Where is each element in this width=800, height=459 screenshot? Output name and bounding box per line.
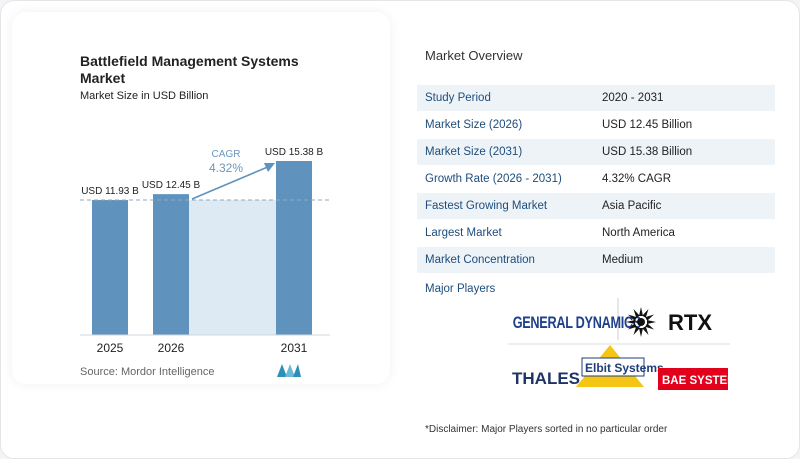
thales-logo: THALES: [512, 369, 580, 388]
general-dynamics-logo: GENERAL DYNAMICS: [513, 313, 642, 332]
cagr-arrow-head-icon: [264, 163, 275, 172]
row-label: Market Size (2026): [425, 119, 523, 131]
chart-title: Battlefield Management Systems Market: [80, 53, 299, 86]
row-label: Growth Rate (2026 - 2031): [425, 173, 562, 185]
row-label: Fastest Growing Market: [425, 200, 548, 212]
bae-systems-logo: BAE SYSTEMS: [658, 368, 730, 390]
mordor-logo-icon: [277, 364, 301, 377]
row-label: Study Period: [425, 92, 491, 104]
bar-2026: [153, 194, 189, 335]
row-label: Largest Market: [425, 227, 502, 239]
row-label: Market Size (2031): [425, 146, 523, 158]
row-value: North America: [602, 227, 675, 239]
elbit-systems-logo: Elbit Systems: [576, 345, 664, 387]
source-text: Source: Mordor Intelligence: [80, 366, 215, 378]
row-value: 2020 - 2031: [602, 92, 664, 104]
rtx-logo: RTX: [668, 310, 712, 335]
row-value: Asia Pacific: [602, 200, 662, 212]
chart-subtitle: Market Size in USD Billion: [80, 90, 209, 102]
bar-2025: [92, 200, 128, 335]
major-players-logos: GENERAL DYNAMICS RTX THALES Elbit System…: [508, 298, 730, 390]
table-row: Fastest Growing Market Asia Pacific: [417, 193, 775, 220]
table-row: Market Concentration Medium: [417, 247, 775, 274]
bae-systems-text: BAE SYSTEMS: [662, 375, 730, 387]
table-row: Study Period 2020 - 2031: [417, 85, 775, 112]
x-tick-label: 2031: [281, 341, 308, 355]
x-tick-label: 2026: [158, 341, 185, 355]
general-dynamics-text: GENERAL DYNAMICS: [513, 313, 642, 332]
market-overview-title: Market Overview: [425, 48, 523, 63]
cagr-arrow-line: [191, 165, 271, 200]
cagr-label: CAGR: [212, 149, 241, 160]
row-value: USD 15.38 Billion: [602, 146, 693, 158]
data-label: USD 11.93 B: [81, 186, 139, 197]
row-value: USD 12.45 Billion: [602, 119, 693, 131]
row-value: Medium: [602, 254, 643, 266]
market-overview-table: Study Period 2020 - 2031 Market Size (20…: [417, 85, 775, 274]
major-players-title: Major Players: [425, 283, 496, 295]
data-label: USD 15.38 B: [265, 147, 324, 158]
row-value: 4.32% CAGR: [602, 173, 672, 185]
data-label: USD 12.45 B: [142, 180, 201, 191]
bar-2031: [276, 161, 312, 335]
table-row: Largest Market North America: [417, 220, 775, 247]
table-row: Growth Rate (2026 - 2031) 4.32% CAGR: [417, 166, 775, 193]
rtx-sunburst-icon: [626, 307, 656, 337]
table-row: Market Size (2031) USD 15.38 Billion: [417, 139, 775, 166]
elbit-systems-text: Elbit Systems: [585, 361, 664, 375]
row-label: Market Concentration: [425, 254, 535, 266]
x-tick-label: 2025: [97, 341, 124, 355]
cagr-value: 4.32%: [209, 161, 243, 175]
disclaimer-text: *Disclaimer: Major Players sorted in no …: [425, 424, 668, 435]
table-row: Market Size (2026) USD 12.45 Billion: [417, 112, 775, 139]
cagr-highlight-band: [189, 200, 276, 335]
